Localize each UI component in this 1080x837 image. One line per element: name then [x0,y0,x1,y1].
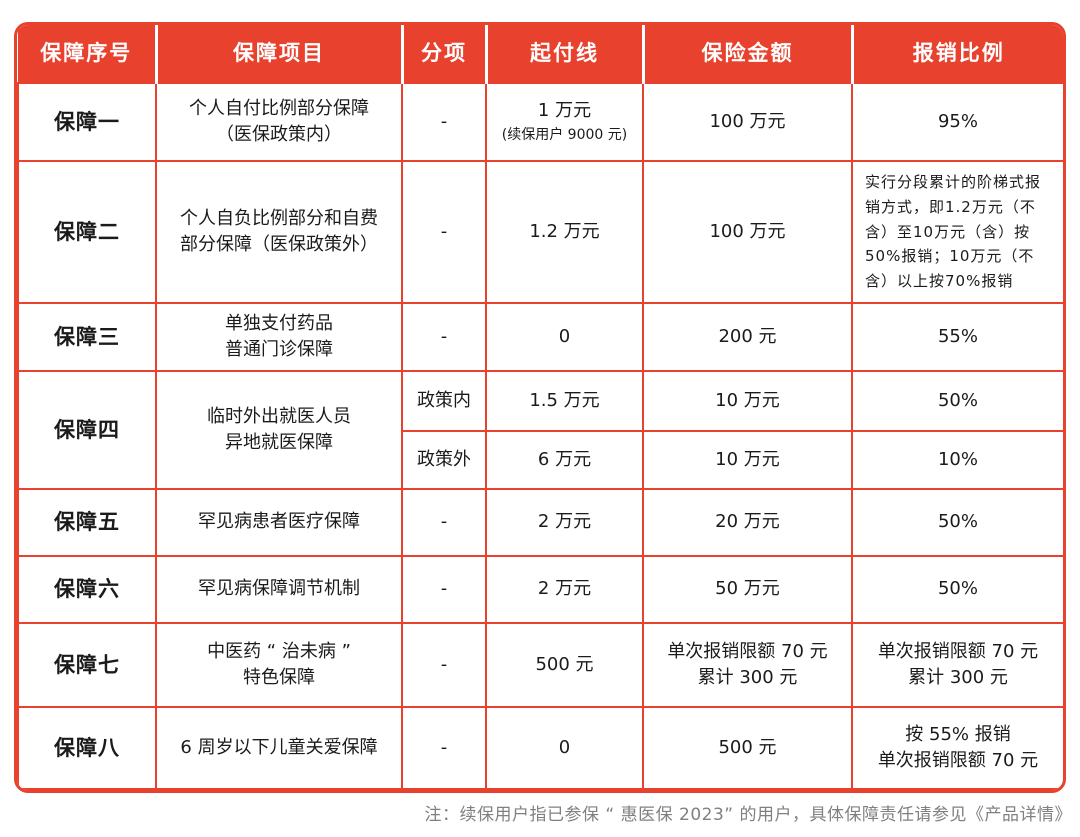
col-header-deductible: 起付线 [486,25,645,83]
table-row-coverage-4-policy-in: 保障四 临时外出就医人员 异地就医保障 政策内 1.5 万元 10 万元 50% [17,369,1063,490]
cell-coverage-no: 保障六 [17,554,157,624]
cell-insured-amount: 20 万元 [642,487,853,557]
benefits-table-container: 保障序号 保障项目 分项 起付线 保险金额 报销比例 保障一 个人自付比例部分保… [14,22,1066,793]
cell-insured-amount: 10 万元 [642,429,853,490]
cell-sub-item: - [401,301,487,372]
footnote: 注：续保用户指已参保 “ 惠医保 2023” 的用户，具体保障责任请参见《产品详… [424,805,1072,825]
table-row-coverage-1: 保障一 个人自付比例部分保障 （医保政策内） - 1 万元 (续保用户 9000 … [17,82,1063,162]
cell-deductible: 1 万元 (续保用户 9000 元) [485,82,644,162]
cell-reimbursement-ratio: 50% [851,487,1063,557]
col-header-insured-amount: 保险金额 [643,25,854,83]
table-row-coverage-8: 保障八 6 周岁以下儿童关爱保障 - 0 500 元 按 55% 报销 单次报销… [17,705,1063,790]
header-row: 保障序号 保障项目 分项 起付线 保险金额 报销比例 [18,25,1063,83]
cell-coverage-no: 保障八 [17,705,157,790]
cell-coverage-item: 罕见病患者医疗保障 [155,487,403,557]
deductible-renewal-note: (续保用户 9000 元) [501,127,628,144]
cell-sub-item: - [401,82,487,162]
cell-coverage-no: 保障五 [17,487,157,557]
cell-deductible: 1.2 万元 [485,160,644,304]
cell-sub-item: - [401,621,487,708]
cell-deductible: 6 万元 [485,429,644,490]
table-row-coverage-6: 保障六 罕见病保障调节机制 - 2 万元 50 万元 50% [17,554,1063,624]
table-row-coverage-4-policy-out: 政策外 6 万元 10 万元 10% [18,429,1063,490]
cell-deductible: 1.5 万元 [485,369,644,432]
cell-coverage-item: 临时外出就医人员 异地就医保障 [155,369,403,490]
cell-deductible: 0 [485,705,644,790]
cell-sub-item: - [401,160,487,304]
cell-deductible: 500 元 [485,621,644,708]
cell-sub-item: - [401,554,487,624]
col-header-coverage-no: 保障序号 [18,25,158,83]
cell-coverage-no: 保障二 [17,160,157,304]
table-row-coverage-2: 保障二 个人自负比例部分和自费 部分保障（医保政策外） - 1.2 万元 100… [17,160,1063,304]
cell-sub-item: - [401,705,487,790]
benefits-table: 保障序号 保障项目 分项 起付线 保险金额 报销比例 保障一 个人自付比例部分保… [17,25,1063,790]
table-row-coverage-7: 保障七 中医药 “ 治未病 ” 特色保障 - 500 元 单次报销限额 70 元… [17,621,1063,708]
cell-reimbursement-ratio: 55% [851,301,1063,372]
cell-coverage-no: 保障一 [17,82,157,162]
table-body: 保障一 个人自付比例部分保障 （医保政策内） - 1 万元 (续保用户 9000 … [17,82,1063,790]
col-header-sub-item: 分项 [402,25,488,83]
cell-coverage-item: 罕见病保障调节机制 [155,554,403,624]
cell-reimbursement-ratio: 按 55% 报销 单次报销限额 70 元 [851,705,1063,790]
cell-reimbursement-ratio: 实行分段累计的阶梯式报销方式，即1.2万元（不含）至10万元（含）按50%报销；… [851,160,1063,304]
cell-sub-item: 政策外 [401,429,487,490]
cell-reimbursement-ratio: 50% [851,369,1063,432]
cell-insured-amount: 单次报销限额 70 元 累计 300 元 [642,621,853,708]
deductible-value: 1 万元 [537,100,592,122]
cell-deductible: 2 万元 [485,554,644,624]
cell-insured-amount: 200 元 [642,301,853,372]
cell-reimbursement-ratio: 10% [851,429,1063,490]
table-row-coverage-5: 保障五 罕见病患者医疗保障 - 2 万元 20 万元 50% [17,487,1063,557]
cell-insured-amount: 50 万元 [642,554,853,624]
cell-coverage-item: 个人自负比例部分和自费 部分保障（医保政策外） [155,160,403,304]
cell-coverage-item: 个人自付比例部分保障 （医保政策内） [155,82,403,162]
col-header-reimbursement-ratio: 报销比例 [852,25,1063,83]
cell-insured-amount: 10 万元 [642,369,853,432]
cell-insured-amount: 500 元 [642,705,853,790]
cell-coverage-no: 保障四 [17,369,157,490]
cell-coverage-no: 保障七 [17,621,157,708]
cell-reimbursement-ratio: 单次报销限额 70 元 累计 300 元 [851,621,1063,708]
cell-sub-item: 政策内 [401,369,487,432]
cell-insured-amount: 100 万元 [642,160,853,304]
cell-sub-item: - [401,487,487,557]
cell-insured-amount: 100 万元 [642,82,853,162]
cell-coverage-item: 6 周岁以下儿童关爱保障 [155,705,403,790]
cell-coverage-no: 保障三 [17,301,157,372]
table-row-coverage-3: 保障三 单独支付药品 普通门诊保障 - 0 200 元 55% [17,301,1063,372]
cell-coverage-item: 单独支付药品 普通门诊保障 [155,301,403,372]
cell-reimbursement-ratio: 50% [851,554,1063,624]
table-header: 保障序号 保障项目 分项 起付线 保险金额 报销比例 [18,25,1063,83]
cell-deductible: 2 万元 [485,487,644,557]
cell-coverage-item: 中医药 “ 治未病 ” 特色保障 [155,621,403,708]
col-header-coverage-item: 保障项目 [156,25,404,83]
cell-reimbursement-ratio: 95% [851,82,1063,162]
cell-deductible: 0 [485,301,644,372]
